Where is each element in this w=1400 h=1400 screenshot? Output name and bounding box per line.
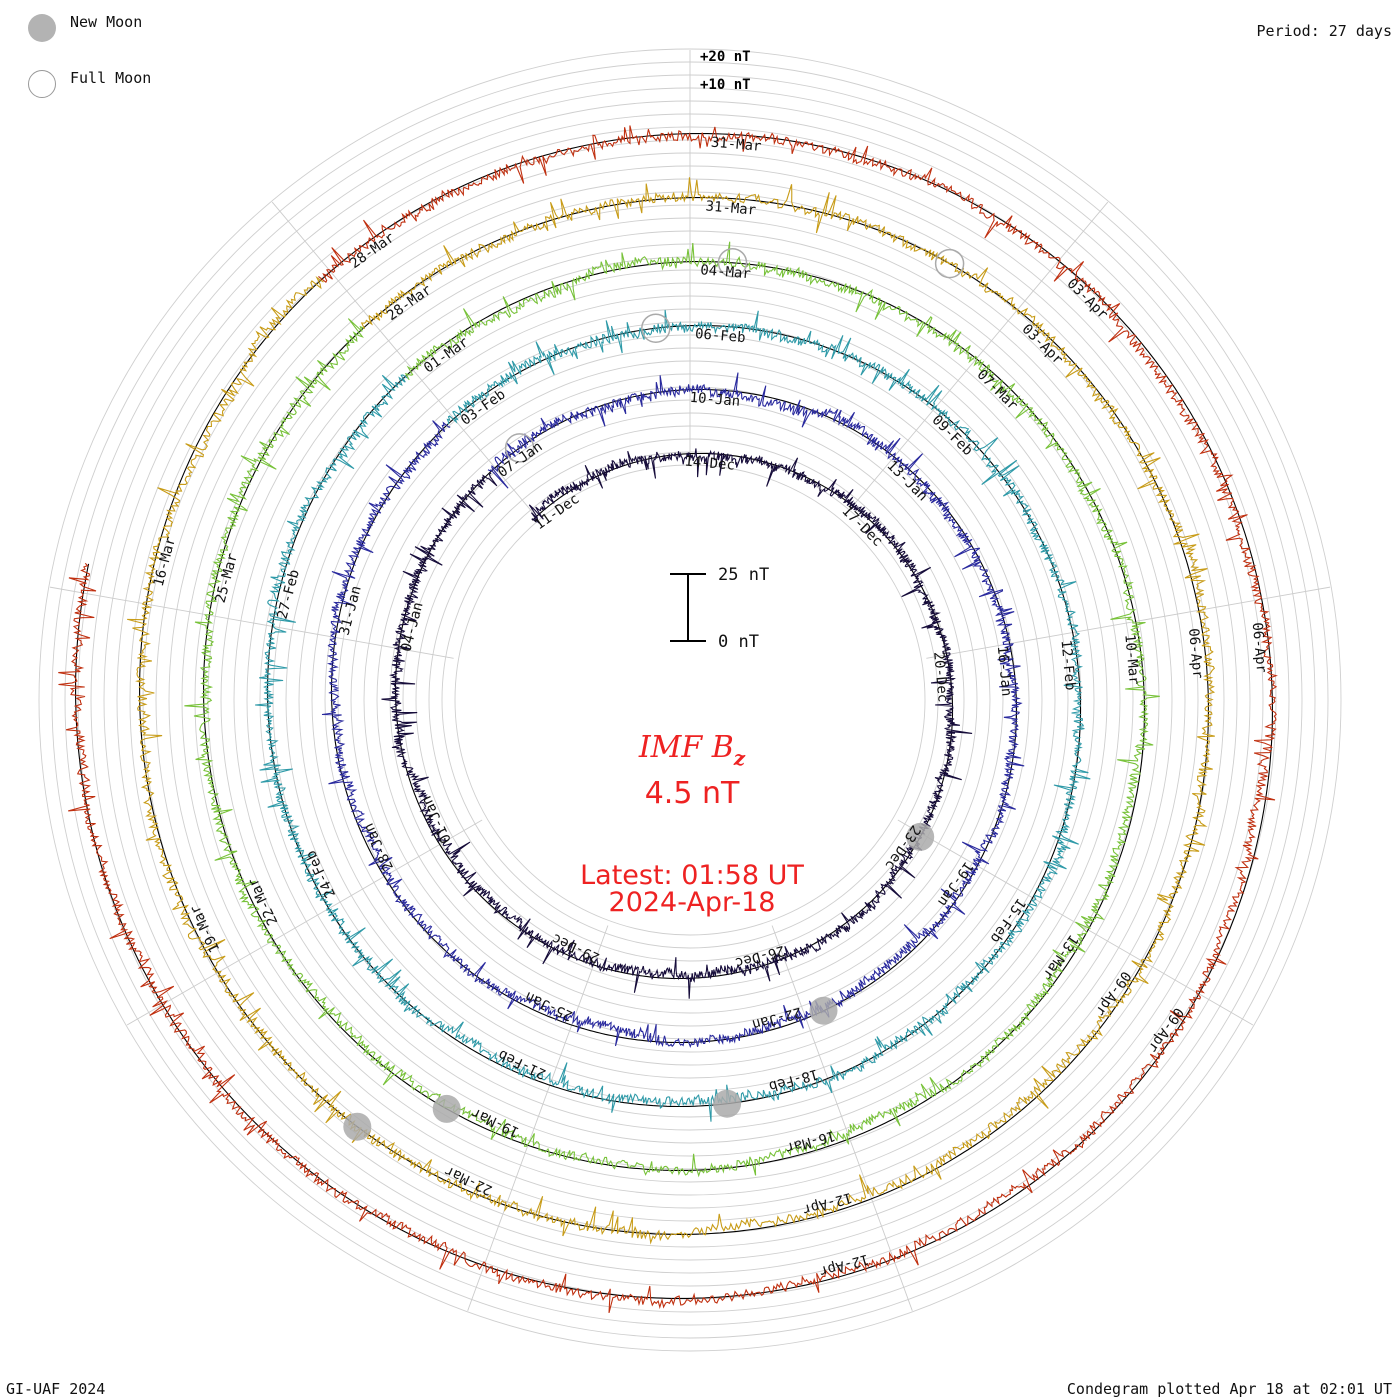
trace-turn-1 xyxy=(381,448,973,999)
date-tick-label: 09-Feb xyxy=(929,412,976,459)
legend-new-moon-label: New Moon xyxy=(70,13,143,31)
date-tick-label: 19-Mar xyxy=(469,1104,522,1140)
new-moon-marker xyxy=(343,1112,372,1141)
date-tick-label: 31-Mar xyxy=(705,198,757,218)
grid-spoke xyxy=(771,925,913,1311)
date-tick-label: 10-Jan xyxy=(689,390,741,410)
date-tick-label: 10-Mar xyxy=(1121,634,1142,686)
date-tick-label: 28-Jan xyxy=(361,820,397,873)
trace-turn-5 xyxy=(127,177,1216,1245)
date-tick-label: 12-Feb xyxy=(1057,639,1078,691)
date-tick-label: 22-Mar xyxy=(442,1162,495,1198)
date-tick-label: 14-Dec xyxy=(684,454,736,474)
trace-turn-2 xyxy=(321,372,1025,1049)
scale-top-label: 25 nT xyxy=(718,565,769,585)
trace-turn-6 xyxy=(58,125,1278,1314)
grid-spoke xyxy=(126,819,483,1026)
plotted-label: Condegram plotted Apr 18 at 02:01 UT xyxy=(1066,1380,1392,1398)
scale-bar: 25 nT 0 nT xyxy=(670,565,769,652)
grid-ring xyxy=(38,48,1342,1352)
full-moon-marker xyxy=(934,248,965,279)
bz-traces xyxy=(58,125,1278,1314)
current-value: 4.5 nT xyxy=(645,776,740,811)
credit-label: GI-UAF 2024 xyxy=(6,1380,106,1398)
quantity-name: IMF B xyxy=(638,730,734,765)
full-moon-marker xyxy=(504,433,535,463)
new-moon-marker xyxy=(809,996,838,1025)
date-tick-label: 11-Dec xyxy=(532,491,583,533)
latest-time: Latest: 01:58 UT xyxy=(580,860,804,891)
date-tick-label: 04-Mar xyxy=(700,262,752,282)
date-tick-label: 06-Feb xyxy=(694,326,746,346)
date-tick-label: 22-Mar xyxy=(245,875,281,928)
latest-date: 2024-Apr-18 xyxy=(609,887,776,918)
date-tick-label: 20-Dec xyxy=(930,651,951,703)
new-moon-marker xyxy=(906,822,935,851)
ring-label-20: +20 nT xyxy=(700,49,751,65)
quantity-label: IMF Bz xyxy=(638,730,746,770)
new-moon-icon xyxy=(28,14,56,42)
ring-label-10: +10 nT xyxy=(700,77,751,93)
date-tick-label: 31-Mar xyxy=(710,135,762,155)
trace-turn-3 xyxy=(255,309,1091,1122)
full-moon-marker xyxy=(641,313,671,343)
new-moon-marker xyxy=(713,1089,742,1118)
grid-spoke xyxy=(926,586,1331,659)
full-moon-icon xyxy=(28,70,56,98)
grid-spoke xyxy=(49,586,454,659)
scale-bottom-label: 0 nT xyxy=(718,632,759,652)
date-tick-label: 06-Apr xyxy=(1249,622,1270,674)
grid-spoke xyxy=(271,201,537,517)
moon-markers xyxy=(343,247,965,1141)
quantity-subscript: z xyxy=(733,746,746,770)
date-tick-label: 06-Apr xyxy=(1185,628,1206,680)
legend-full-moon: Full Moon xyxy=(28,69,152,98)
grid-spoke xyxy=(467,925,609,1311)
legend-full-moon-label: Full Moon xyxy=(70,69,152,87)
date-tick-label: 16-Jan xyxy=(994,645,1015,697)
new-moon-marker xyxy=(432,1094,461,1123)
date-tick-label: 07-Mar xyxy=(974,367,1021,414)
grid-ring xyxy=(454,464,926,936)
legend-new-moon: New Moon xyxy=(28,13,143,42)
date-tick-label: 29-Dec xyxy=(550,930,603,966)
grid-ring xyxy=(363,373,1017,1027)
trace-turn-4 xyxy=(184,241,1160,1178)
date-tick-label: 25-Jan xyxy=(523,988,576,1024)
period-label: Period: 27 days xyxy=(1256,22,1392,40)
full-moon-marker xyxy=(717,247,748,278)
date-tick-label: 03-Apr xyxy=(1019,321,1066,368)
